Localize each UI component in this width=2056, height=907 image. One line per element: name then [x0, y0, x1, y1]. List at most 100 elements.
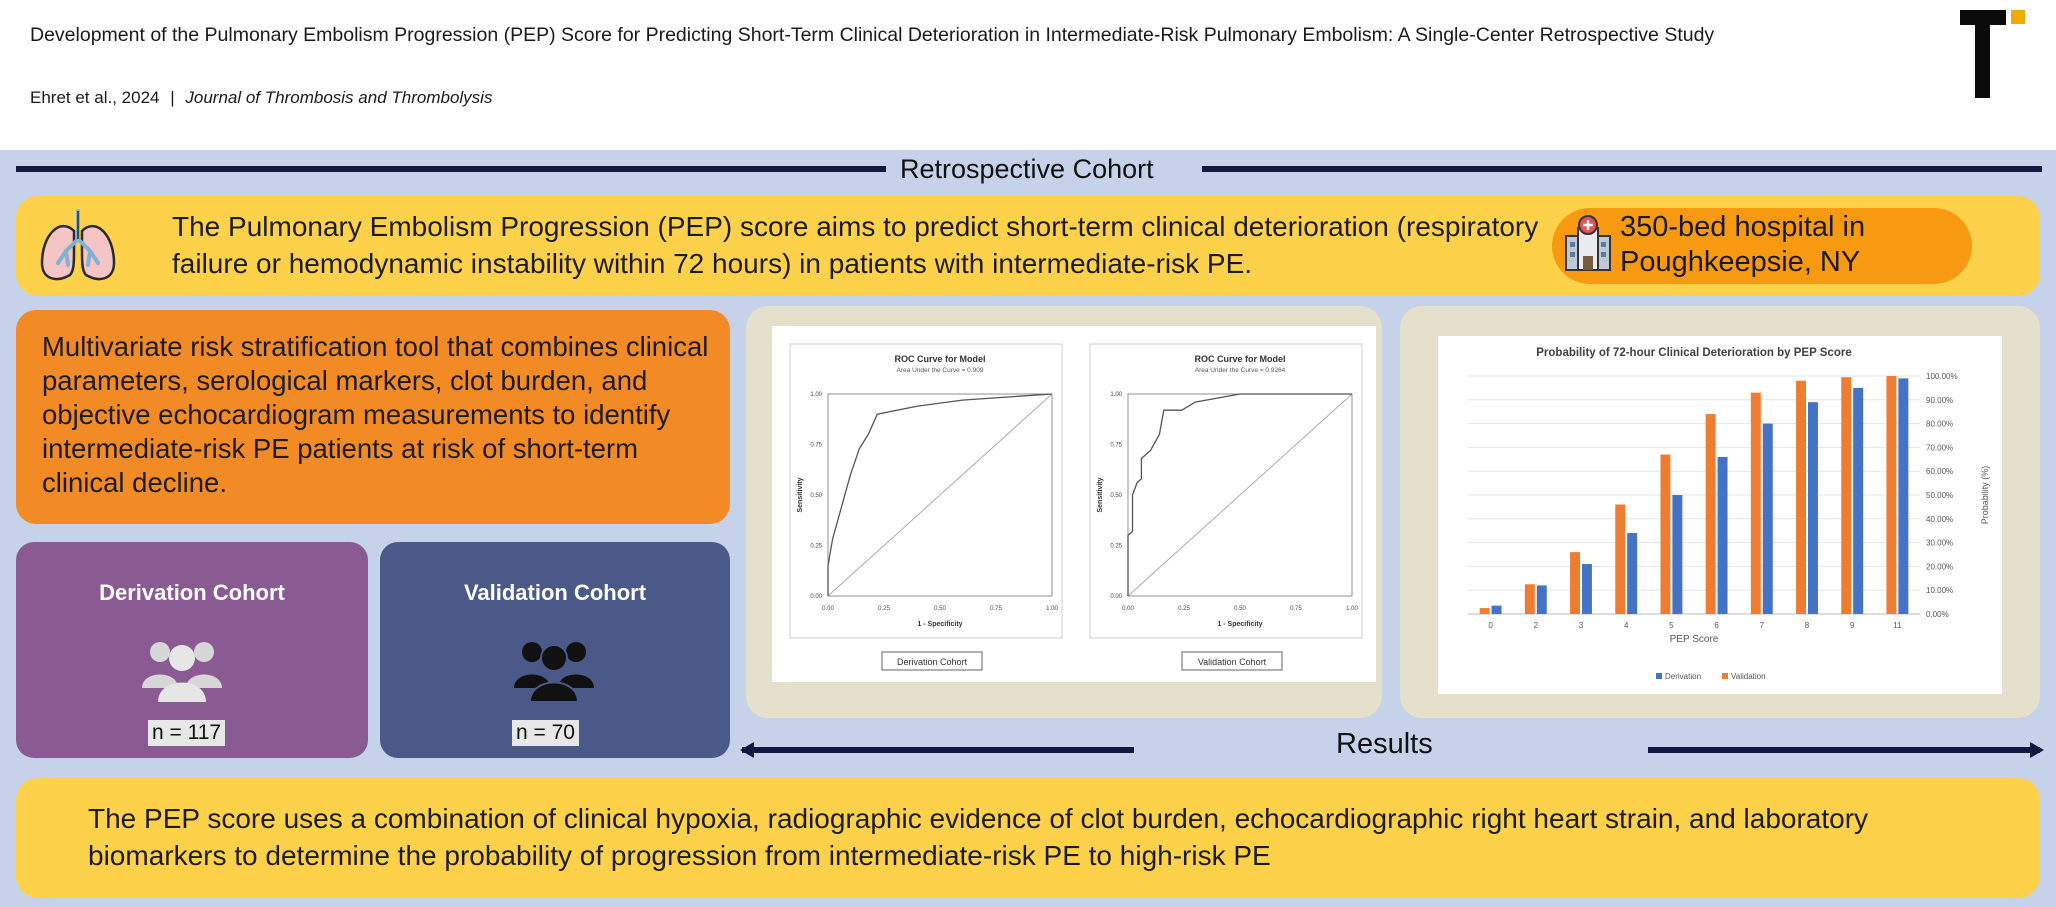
- aim-statement: The Pulmonary Embolism Progression (PEP)…: [172, 211, 1539, 279]
- bar-validation: [1796, 380, 1806, 614]
- roc-caption: Derivation Cohort: [897, 657, 968, 667]
- bar-validation: [1886, 376, 1897, 614]
- results-rule-right: [1648, 747, 2040, 753]
- results-label: Results: [1336, 728, 1433, 760]
- arrow-left-icon: [740, 742, 754, 758]
- roc-caption-box: [881, 651, 983, 671]
- bar-y-tick-label: 50.00%: [1926, 491, 1953, 500]
- roc-y-tick-label: 0.00: [1110, 594, 1122, 600]
- bar-derivation: [1672, 495, 1683, 614]
- legend-label-derivation: Derivation: [1665, 672, 1701, 681]
- bar-x-tick-label: 7: [1760, 621, 1765, 630]
- bar-validation: [1570, 552, 1580, 614]
- group-icon: [142, 642, 222, 702]
- roc-y-tick-label: 1.00: [810, 392, 822, 398]
- bar-y-tick-label: 70.00%: [1926, 443, 1953, 452]
- derivation-cohort-title: Derivation Cohort: [99, 580, 285, 605]
- bar-x-tick-label: 2: [1534, 621, 1539, 630]
- roc-chart-derivation: ROC Curve for Model Area Under the Curve …: [789, 343, 1063, 671]
- bar-x-tick-label: 5: [1669, 621, 1674, 630]
- bar-x-tick-label: 0: [1488, 621, 1493, 630]
- bar-derivation: [1536, 585, 1547, 614]
- bar-validation: [1841, 377, 1852, 614]
- bar-derivation: [1762, 423, 1773, 614]
- roc-y-tick-label: 0.50: [810, 493, 822, 499]
- roc-x-tick-label: 0.00: [822, 606, 834, 612]
- legend-label-validation: Validation: [1731, 672, 1766, 681]
- tool-description-box: [16, 310, 730, 524]
- validation-cohort-n: n = 70: [512, 720, 579, 746]
- section-title: Retrospective Cohort: [900, 154, 1154, 184]
- roc-subtitle: Area Under the Curve = 0.909: [897, 367, 984, 374]
- roc-caption: Validation Cohort: [1198, 657, 1267, 667]
- bar-y-tick-label: 20.00%: [1926, 562, 1953, 571]
- tool-description: Multivariate risk stratification tool th…: [42, 331, 709, 498]
- bar-derivation: [1582, 564, 1592, 614]
- bar-validation: [1615, 504, 1626, 614]
- bar-x-tick-label: 8: [1805, 621, 1810, 630]
- roc-curve: [1127, 393, 1352, 596]
- roc-reference-line: [1127, 393, 1353, 597]
- roc-y-tick-label: 0.00: [810, 594, 822, 600]
- roc-subtitle: Area Under the Curve = 0.9264: [1195, 367, 1286, 374]
- summary-banner: [16, 778, 2040, 898]
- bar-derivation: [1853, 387, 1864, 614]
- heading-rule-left: [16, 166, 886, 172]
- bar-validation: [1705, 414, 1716, 614]
- roc-x-axis-label: 1 - Specificity: [917, 621, 962, 628]
- roc-y-tick-label: 0.75: [810, 443, 822, 449]
- results-rule-left: [742, 747, 1134, 753]
- bar-y-tick-label: 10.00%: [1926, 586, 1953, 595]
- validation-cohort-title: Validation Cohort: [463, 580, 647, 605]
- bar-validation: [1524, 584, 1535, 614]
- roc-y-tick-label: 0.25: [810, 544, 822, 550]
- group-icon: [514, 642, 594, 703]
- bar-y-axis-label: Probability (%): [1980, 466, 1990, 525]
- bar-y-tick-label: 90.00%: [1926, 396, 1953, 405]
- roc-x-axis-label: 1 - Specificity: [1217, 621, 1262, 628]
- citation-separator: |: [170, 88, 175, 107]
- hospital-pill: [1552, 208, 1972, 284]
- roc-reference-line: [827, 393, 1053, 597]
- bar-x-tick-label: 11: [1893, 621, 1902, 630]
- bar-derivation: [1491, 605, 1502, 614]
- authors: Ehret et al., 2024: [30, 88, 160, 107]
- roc-x-tick-label: 0.25: [878, 606, 890, 612]
- bar-chart-title: Probability of 72-hour Clinical Deterior…: [1536, 347, 1851, 359]
- bar-validation: [1750, 392, 1761, 614]
- bar-derivation: [1898, 378, 1909, 614]
- roc-y-axis-label: Sensitivity: [1097, 477, 1104, 512]
- roc-plot-area: [827, 393, 1053, 597]
- roc-frame: [1089, 343, 1363, 639]
- roc-y-tick-label: 0.75: [1110, 443, 1122, 449]
- roc-curve: [827, 393, 1053, 596]
- hospital-description: 350-bed hospital in Poughkeepsie, NY: [1620, 211, 1866, 278]
- hospital-icon: [1565, 215, 1611, 271]
- legend-swatch-derivation: [1656, 673, 1662, 679]
- citation: Ehret et al., 2024 | Journal of Thrombos…: [30, 88, 492, 108]
- roc-chart-validation: ROC Curve for Model Area Under the Curve …: [1089, 343, 1363, 671]
- publisher-logo: [1960, 10, 2025, 98]
- heading-rule-right: [1202, 166, 2042, 172]
- bar-derivation: [1717, 456, 1728, 614]
- journal-name: Journal of Thrombosis and Thrombolysis: [185, 88, 493, 107]
- roc-figure: [772, 326, 1376, 682]
- bar-x-tick-label: 6: [1714, 621, 1719, 630]
- bar-x-tick-label: 3: [1579, 621, 1584, 630]
- roc-x-tick-label: 1.00: [1046, 606, 1058, 612]
- derivation-cohort-n: n = 117: [148, 720, 226, 746]
- header: Development of the Pulmonary Embolism Pr…: [0, 0, 2056, 150]
- roc-x-tick-label: 0.00: [1122, 606, 1134, 612]
- summary-statement: The PEP score uses a combination of clin…: [88, 803, 1869, 871]
- roc-x-tick-label: 0.50: [934, 606, 946, 612]
- legend-swatch-validation: [1722, 673, 1728, 679]
- paper-title: Development of the Pulmonary Embolism Pr…: [30, 24, 1715, 46]
- roc-x-tick-label: 0.25: [1178, 606, 1190, 612]
- arrow-right-icon: [2030, 742, 2044, 758]
- roc-x-tick-label: 1.00: [1346, 606, 1358, 612]
- roc-x-tick-label: 0.75: [990, 606, 1002, 612]
- bar-y-tick-label: 60.00%: [1926, 467, 1953, 476]
- bar-derivation: [1808, 402, 1818, 614]
- bar-derivation: [1627, 533, 1638, 614]
- bar-y-tick-label: 40.00%: [1926, 515, 1953, 524]
